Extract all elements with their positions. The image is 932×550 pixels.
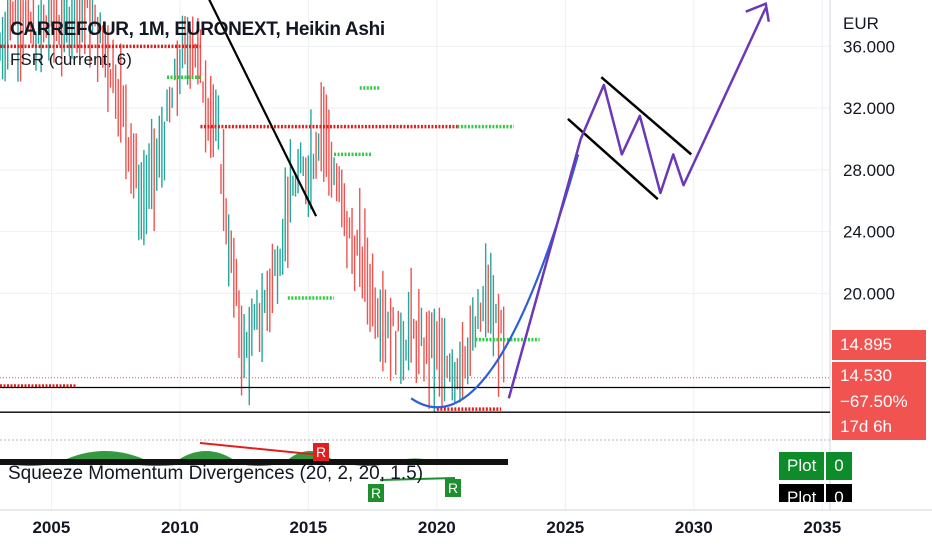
countdown-tag: 17d 6h: [832, 414, 926, 440]
divergence-line: [199, 442, 321, 456]
divergence-marker-label: R: [316, 444, 326, 460]
chart-title: CARREFOUR, 1M, EURONEXT, Heikin Ashi: [10, 19, 385, 40]
divergence-marker: [445, 479, 461, 497]
x-tick-label: 2005: [32, 518, 70, 537]
projection-path: [507, 7, 767, 399]
plot-box: Plot 0: [779, 452, 863, 480]
y-tick-label: 20.000: [843, 284, 895, 303]
y-tick-label: 36.000: [843, 37, 895, 56]
plot-box: Plot 0: [779, 484, 863, 502]
indicator-label[interactable]: FSR (current, 6): [10, 50, 132, 69]
x-tick-label: 2030: [675, 518, 713, 537]
momentum-zero-line: [0, 459, 508, 465]
channel-line: [600, 76, 693, 156]
divergence-line: [379, 477, 456, 481]
divergence-marker-label: R: [371, 485, 381, 501]
plot-label: Plot: [779, 452, 825, 480]
x-tick-label: 2025: [546, 518, 584, 537]
projection-arrowhead: [745, 1, 770, 22]
x-tick-label: 2010: [161, 518, 199, 537]
trendline: [208, 0, 318, 217]
plot-value: 0: [826, 452, 852, 480]
price-tag: 14.895: [832, 330, 926, 360]
divergence-marker: [313, 443, 329, 461]
divergence-marker: [368, 484, 384, 502]
y-tick-label: 24.000: [843, 223, 895, 242]
y-tick-label: 32.000: [843, 99, 895, 118]
x-tick-label: 2020: [418, 518, 456, 537]
level-tag: 14.530: [832, 362, 926, 390]
plot-label: Plot: [779, 484, 825, 502]
plot-value: 0: [826, 484, 852, 502]
y-tick-label: 28.000: [843, 161, 895, 180]
currency-label: EUR: [843, 14, 879, 33]
x-tick-label: 2015: [289, 518, 327, 537]
change-tag: −67.50%: [832, 390, 926, 414]
oscillator-label[interactable]: Squeeze Momentum Divergences (20, 2, 20,…: [8, 463, 424, 484]
divergence-marker-label: R: [448, 480, 458, 496]
x-tick-label: 2035: [803, 518, 841, 537]
